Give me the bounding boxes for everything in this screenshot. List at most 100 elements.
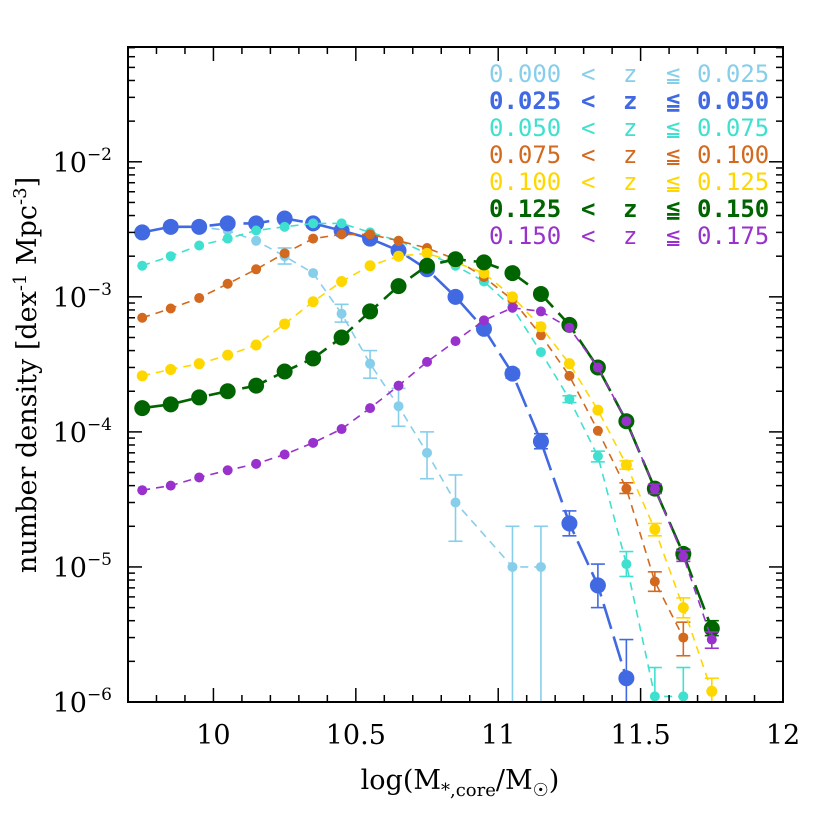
data-point bbox=[219, 383, 236, 400]
legend-hi: 0.150 bbox=[697, 195, 769, 223]
legend-hi: 0.125 bbox=[697, 168, 769, 196]
legend-relation: < bbox=[581, 114, 595, 142]
data-point bbox=[194, 293, 205, 304]
tick-labels-layer: 10 10.5 11 11.5 12 10−2 10−3 10−4 10−5 10−6 bbox=[53, 145, 801, 751]
data-point bbox=[535, 330, 546, 341]
data-point bbox=[393, 250, 405, 262]
y-tick-label: 10−2 bbox=[53, 145, 112, 179]
data-point bbox=[248, 377, 265, 394]
data-point bbox=[535, 321, 547, 333]
x-tick-label: 10.5 bbox=[326, 720, 386, 751]
series-4 bbox=[137, 229, 691, 657]
data-point bbox=[561, 515, 578, 532]
x-axis-title: log(M*,core/M☉) bbox=[361, 765, 560, 801]
data-point bbox=[422, 356, 433, 367]
data-point bbox=[276, 210, 293, 227]
data-point bbox=[365, 358, 376, 369]
data-point bbox=[592, 404, 604, 416]
data-point bbox=[308, 268, 319, 279]
series-2 bbox=[134, 210, 635, 702]
data-point bbox=[532, 285, 549, 302]
series-line bbox=[141, 233, 685, 638]
data-point bbox=[165, 480, 176, 491]
data-point bbox=[649, 483, 660, 494]
legend-relation: < bbox=[581, 168, 595, 196]
data-point bbox=[504, 265, 521, 282]
x-tick-label: 11.5 bbox=[611, 720, 671, 751]
data-point bbox=[162, 218, 179, 235]
data-point bbox=[336, 229, 347, 240]
data-point bbox=[364, 260, 376, 272]
legend-lo: 0.075 bbox=[489, 141, 561, 169]
data-point bbox=[706, 634, 717, 645]
data-point bbox=[137, 312, 148, 323]
data-point bbox=[422, 447, 433, 458]
data-point bbox=[365, 229, 376, 240]
series-6 bbox=[134, 251, 720, 637]
data-point bbox=[447, 251, 464, 268]
y-tick-label: 10−6 bbox=[53, 685, 112, 719]
legend-le: ≦ bbox=[666, 60, 680, 88]
x-tick-label: 11 bbox=[481, 720, 515, 751]
data-point bbox=[621, 559, 632, 570]
data-point bbox=[251, 235, 262, 246]
data-point bbox=[248, 215, 265, 232]
data-point bbox=[678, 551, 689, 562]
legend-hi: 0.100 bbox=[697, 141, 769, 169]
data-point bbox=[475, 254, 492, 271]
data-point bbox=[535, 306, 546, 317]
data-point bbox=[279, 449, 290, 460]
series-line bbox=[141, 222, 684, 698]
data-point bbox=[137, 485, 148, 496]
legend-hi: 0.175 bbox=[697, 222, 769, 250]
legend-z: z bbox=[623, 141, 637, 169]
data-point bbox=[706, 685, 718, 697]
x-tick-label: 12 bbox=[766, 720, 800, 751]
data-point bbox=[393, 235, 404, 246]
data-point bbox=[532, 433, 549, 450]
series-7 bbox=[137, 302, 719, 650]
data-point bbox=[507, 561, 518, 572]
data-point bbox=[279, 248, 290, 259]
data-point bbox=[222, 349, 234, 361]
data-point bbox=[336, 275, 348, 287]
data-point bbox=[677, 602, 689, 614]
data-point bbox=[589, 577, 606, 594]
data-point bbox=[678, 632, 689, 643]
data-point bbox=[194, 240, 205, 251]
series-3 bbox=[137, 218, 691, 702]
legend-lo: 0.150 bbox=[489, 222, 561, 250]
data-point bbox=[592, 362, 603, 373]
data-point bbox=[191, 389, 208, 406]
legend-z: z bbox=[623, 222, 637, 250]
data-point bbox=[165, 303, 176, 314]
y-tick-label: 10−4 bbox=[53, 415, 112, 449]
data-point bbox=[134, 224, 151, 241]
legend-le: ≦ bbox=[666, 114, 680, 142]
data-point bbox=[535, 561, 546, 572]
legend-le: ≦ bbox=[666, 195, 680, 223]
legend-lo: 0.050 bbox=[489, 114, 561, 142]
data-point bbox=[222, 233, 233, 244]
data-point bbox=[620, 459, 632, 471]
data-point bbox=[279, 221, 290, 232]
data-point bbox=[193, 358, 205, 370]
data-point bbox=[450, 497, 461, 508]
legend-relation: < bbox=[581, 222, 595, 250]
data-point bbox=[421, 247, 433, 259]
legend-relation: < bbox=[581, 195, 595, 223]
data-point bbox=[678, 691, 689, 702]
data-point bbox=[162, 396, 179, 413]
data-point bbox=[308, 218, 319, 229]
legend-z: z bbox=[623, 60, 637, 88]
legend-lo: 0.100 bbox=[489, 168, 561, 196]
legend-relation: < bbox=[581, 141, 595, 169]
data-point bbox=[276, 363, 293, 380]
data-point bbox=[219, 215, 236, 232]
data-point bbox=[564, 394, 575, 405]
series-line bbox=[141, 217, 628, 679]
data-point bbox=[507, 302, 518, 313]
legend-le: ≦ bbox=[666, 87, 680, 115]
series-layer bbox=[134, 210, 720, 702]
legend-relation: < bbox=[581, 60, 595, 88]
